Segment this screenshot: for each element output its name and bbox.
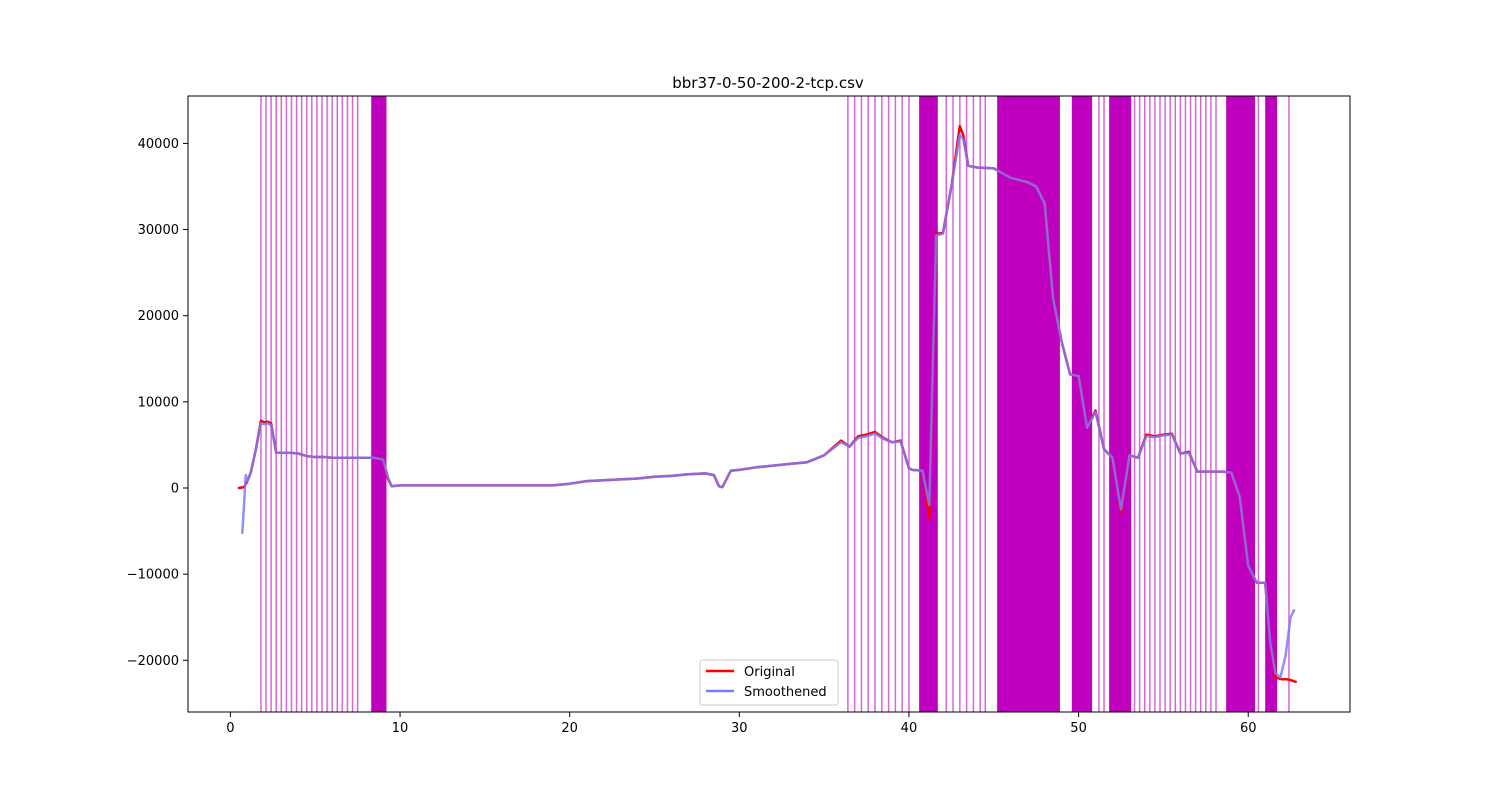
event-band: [1265, 96, 1278, 712]
event-band: [919, 96, 938, 712]
event-band: [1109, 96, 1132, 712]
chart-title: bbr37-0-50-200-2-tcp.csv: [672, 74, 864, 92]
legend: Original Smoothened: [699, 659, 839, 706]
event-band: [997, 96, 1060, 712]
event-markers: [260, 96, 1290, 712]
x-tick-label: 40: [901, 721, 918, 736]
legend-label-smoothened: Smoothened: [744, 685, 827, 700]
x-tick-label: 30: [731, 721, 748, 736]
x-axis: 0 10 20 30 40 50 60: [226, 712, 1256, 736]
series-lines: [237, 124, 1297, 684]
event-band: [371, 96, 387, 712]
event-band: [1226, 96, 1256, 712]
y-tick-label: −10000: [127, 568, 179, 583]
y-axis: −20000 −10000 0 10000 20000 30000 40000: [127, 137, 188, 669]
x-tick-label: 50: [1070, 721, 1087, 736]
x-tick-label: 60: [1240, 721, 1257, 736]
y-tick-label: 30000: [138, 223, 179, 238]
y-tick-label: 40000: [138, 137, 179, 152]
x-tick-label: 0: [226, 721, 234, 736]
x-tick-label: 10: [392, 721, 409, 736]
y-tick-label: 10000: [138, 395, 179, 410]
plot-frame: [187, 95, 1351, 713]
series-smoothened-line: [241, 133, 1296, 679]
legend-box: [699, 659, 839, 706]
legend-label-original: Original: [744, 665, 795, 680]
y-tick-label: 20000: [138, 309, 179, 324]
x-tick-label: 20: [561, 721, 578, 736]
y-tick-label: −20000: [127, 654, 179, 669]
y-tick-label: 0: [171, 482, 179, 497]
